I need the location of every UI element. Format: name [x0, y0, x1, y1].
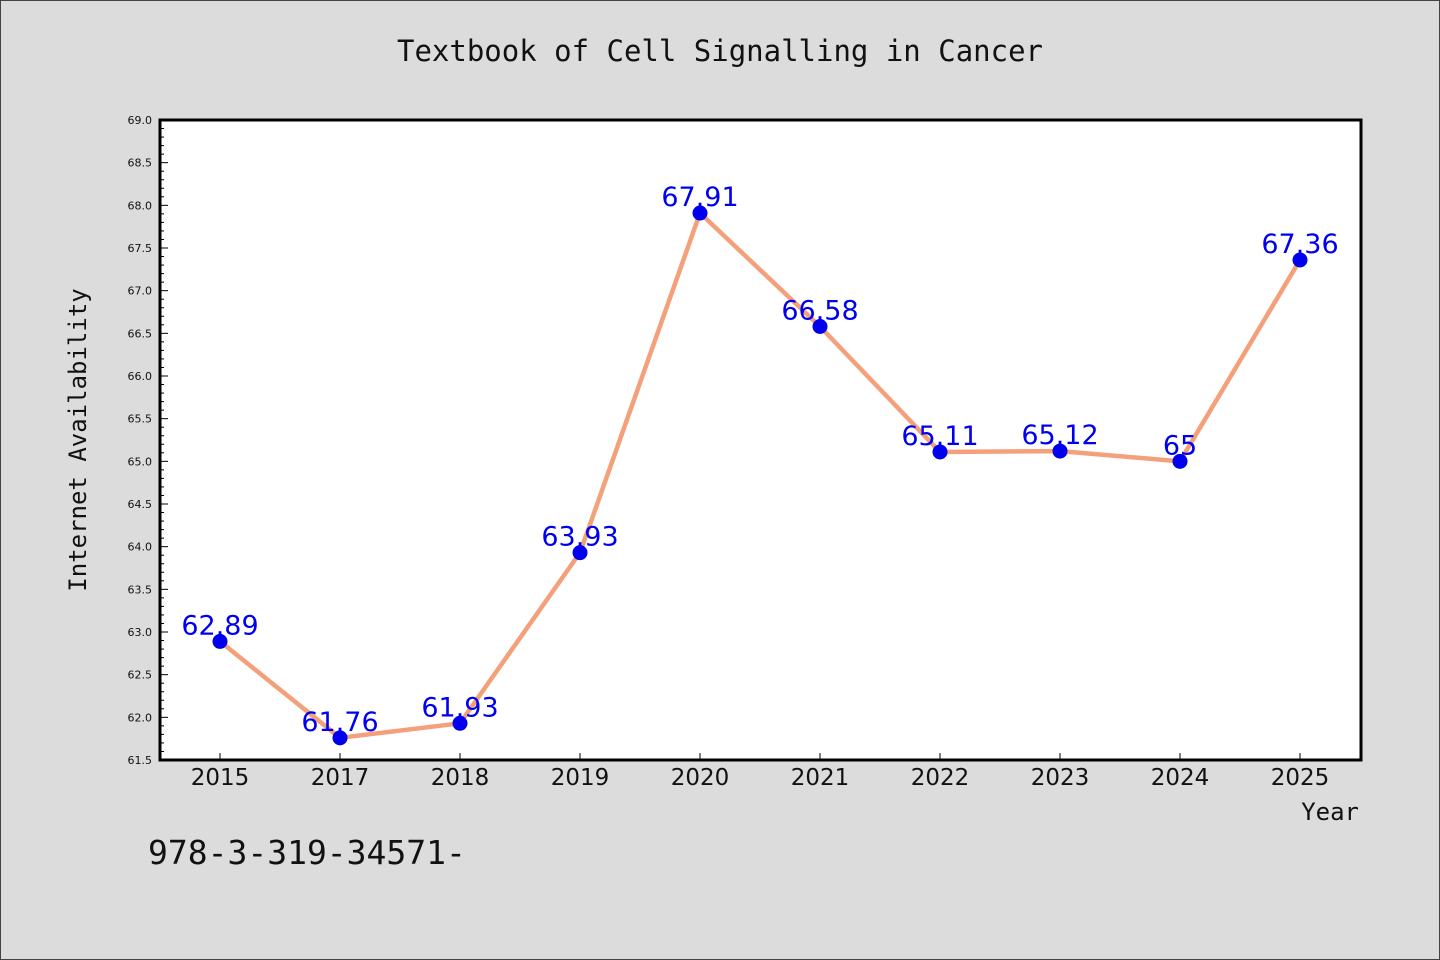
data-point	[932, 444, 948, 460]
y-tick-label: 63.0	[128, 626, 153, 639]
y-tick-label: 64.5	[128, 498, 153, 511]
data-label: 63.93	[541, 522, 618, 553]
y-tick-label: 62.5	[128, 669, 153, 682]
y-tick-label: 68.0	[128, 199, 153, 212]
y-tick-label: 65.0	[128, 455, 153, 468]
y-tick-label: 64.0	[128, 541, 153, 554]
data-point	[812, 319, 828, 335]
x-tick-label: 2021	[791, 765, 850, 791]
y-tick-label: 63.5	[128, 583, 153, 596]
x-axis-label: Year	[1301, 798, 1359, 826]
y-tick-label: 65.5	[128, 413, 153, 426]
x-tick-label: 2025	[1271, 765, 1330, 791]
data-point	[692, 205, 708, 221]
x-tick-label: 2018	[431, 765, 490, 791]
chart-title: Textbook of Cell Signalling in Cancer	[396, 34, 1043, 68]
x-tick-label: 2024	[1151, 765, 1210, 791]
data-point	[1292, 252, 1308, 268]
data-label: 67.91	[661, 182, 738, 213]
y-tick-label: 66.0	[128, 370, 153, 383]
y-axis-label: Internet Availability	[64, 288, 92, 591]
data-label: 66.58	[781, 296, 858, 327]
data-label: 65.11	[901, 421, 978, 452]
data-label: 65	[1163, 430, 1197, 461]
x-tick-label: 2017	[311, 765, 370, 791]
x-tick-label: 2015	[191, 765, 250, 791]
data-point	[1052, 443, 1068, 459]
y-tick-label: 69.0	[128, 114, 153, 127]
x-tick-label: 2019	[551, 765, 610, 791]
y-tick-label: 67.0	[128, 285, 153, 298]
x-tick-label: 2022	[911, 765, 970, 791]
plot-frame	[158, 118, 1363, 762]
data-label: 61.93	[421, 692, 498, 723]
y-tick-label: 67.5	[128, 242, 153, 255]
data-point	[572, 545, 588, 561]
isbn-text: 978-3-319-34571-	[148, 833, 466, 872]
y-tick-label: 68.5	[128, 157, 153, 170]
data-label: 62.89	[181, 610, 258, 641]
data-label: 67.36	[1261, 229, 1338, 260]
data-point	[332, 730, 348, 746]
data-point	[452, 715, 468, 731]
x-tick-label: 2023	[1031, 765, 1090, 791]
plot-area	[160, 120, 1361, 760]
x-tick-label: 2020	[671, 765, 730, 791]
data-label: 61.76	[301, 707, 378, 738]
y-tick-label: 61.5	[128, 754, 153, 767]
y-tick-label: 66.5	[128, 327, 153, 340]
data-point	[1172, 453, 1188, 469]
data-point	[212, 633, 228, 649]
series-line	[217, 210, 1303, 741]
y-tick-label: 62.0	[128, 711, 153, 724]
data-label: 65.12	[1021, 420, 1098, 451]
